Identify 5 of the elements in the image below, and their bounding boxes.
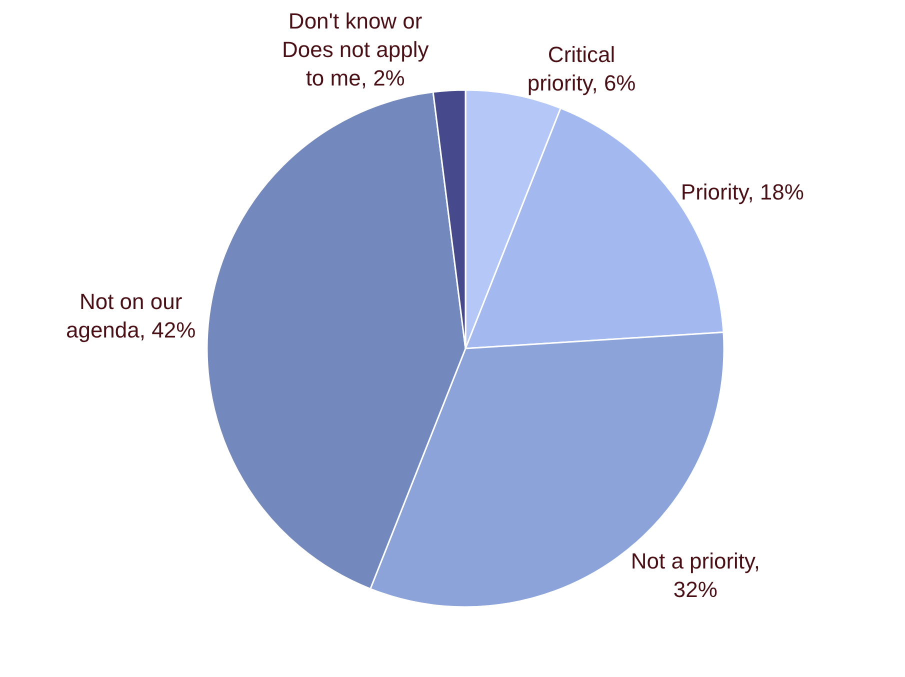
slice-label: Critical priority, 6% — [527, 42, 636, 96]
slice-label: Priority, 18% — [680, 180, 804, 205]
slice-label: Not a priority, 32% — [630, 548, 760, 602]
slice-label: Don't know or Does not apply to me, 2% — [282, 8, 429, 91]
slice-label: Not on our agenda, 42% — [66, 288, 196, 342]
